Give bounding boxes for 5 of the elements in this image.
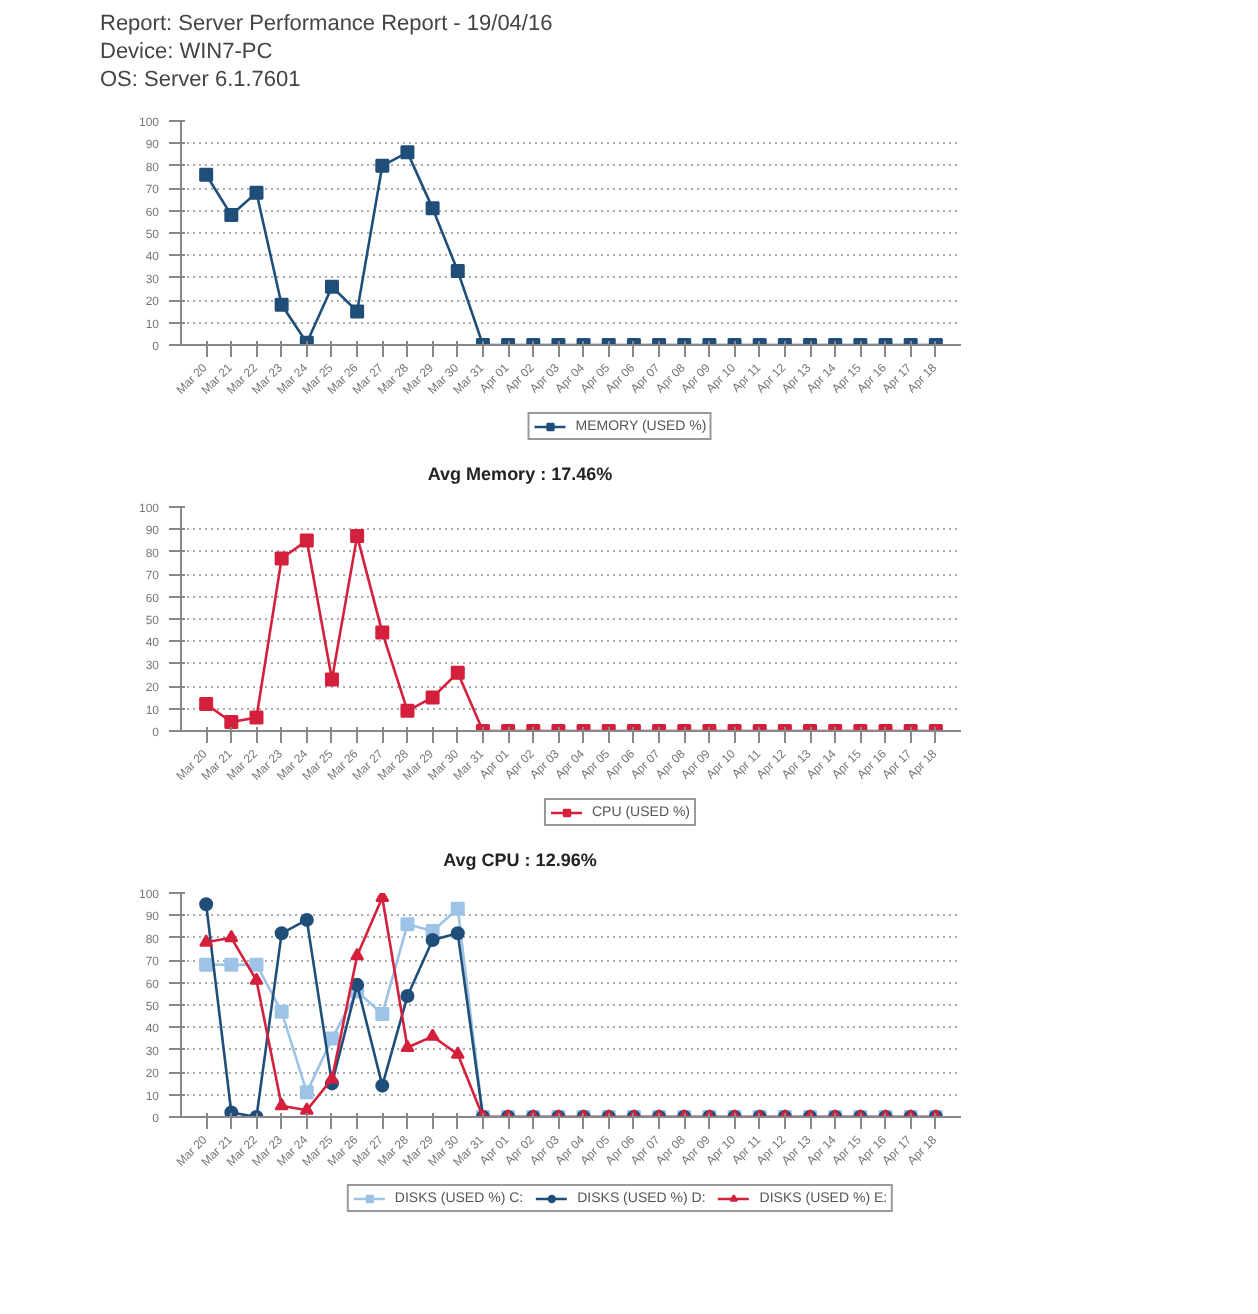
text: OS: Server 6.1.7601 bbox=[100, 66, 303, 94]
text: Device: WIN7-PC bbox=[100, 38, 275, 66]
text: Avg Memory : 17.46% bbox=[425, 462, 615, 488]
chart-title: Report: Server Performance Report - 19/04/16 bbox=[100, 10, 553, 38]
text: Avg CPU : 12.96% bbox=[441, 848, 599, 874]
